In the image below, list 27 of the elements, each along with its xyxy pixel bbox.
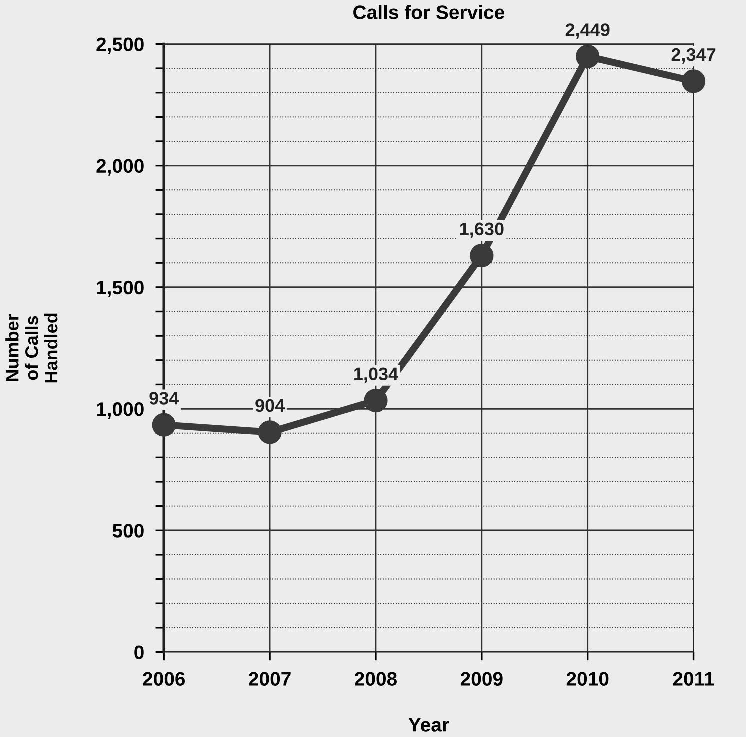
y-tick-label: 0	[134, 646, 144, 660]
x-tick-label: 2006	[143, 672, 186, 686]
point	[152, 413, 176, 437]
x-axis-title: Year	[408, 718, 450, 732]
point	[470, 244, 494, 268]
x-tick-label: 2007	[249, 672, 291, 686]
x-tick-label: 2009	[460, 672, 503, 686]
point	[576, 44, 600, 68]
y-axis-title: Number of Calls Handled	[6, 314, 58, 383]
data-label: 934	[150, 392, 180, 405]
point	[364, 388, 388, 413]
x-tick-label: 2010	[566, 672, 609, 686]
x-tick-label: 2008	[355, 672, 398, 686]
point	[258, 420, 282, 444]
data-label: 1,630	[460, 222, 504, 238]
y-tick-label: 1,000	[97, 402, 144, 420]
data-label: 2,347	[672, 48, 716, 64]
x-tick-label: 2011	[673, 672, 714, 686]
y-tick-label: 2,000	[96, 159, 144, 176]
data-label: 1,034	[354, 368, 398, 384]
y-tick-label: 2,500	[96, 38, 144, 54]
point	[682, 70, 706, 94]
y-tick-label: 1,500	[97, 280, 144, 298]
chart-title: Calls for Service	[354, 5, 504, 20]
y-tick-label: 500	[112, 524, 144, 538]
data-label: 904	[256, 399, 286, 412]
data-label: 2,449	[566, 24, 610, 40]
